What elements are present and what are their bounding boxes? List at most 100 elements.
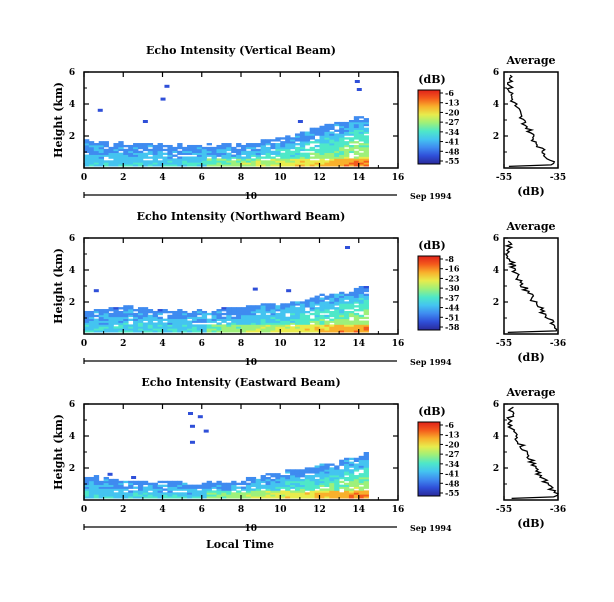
- heatmap-cell: [216, 154, 222, 157]
- heatmap-cell: [172, 164, 178, 167]
- heatmap-cell: [319, 330, 325, 333]
- heatmap-cell: [221, 152, 227, 155]
- heatmap-cell: [231, 316, 237, 320]
- colorbar: [417, 255, 441, 331]
- heatmap-cell: [285, 158, 291, 161]
- heatmap-cell: [167, 482, 173, 486]
- heatmap-cell: [299, 469, 306, 472]
- heatmap-cell: [167, 160, 173, 163]
- heatmap-cell: [250, 150, 257, 154]
- colorbar-tick-label: -34: [445, 127, 460, 137]
- heatmap-cell: [353, 324, 360, 327]
- heatmap-cell: [339, 494, 345, 497]
- heatmap-cell: [206, 148, 212, 152]
- heatmap-cell: [304, 154, 311, 157]
- x-tick-label: 6: [199, 505, 205, 515]
- heatmap-cell: [358, 457, 365, 461]
- heatmap-cell: [260, 309, 266, 312]
- heatmap-cell: [241, 148, 247, 152]
- heatmap-cell: [201, 316, 208, 320]
- heatmap-cell: [314, 299, 320, 302]
- heatmap-cell: [172, 330, 178, 333]
- heatmap-cell: [93, 492, 100, 495]
- heatmap-cell: [319, 492, 325, 495]
- heatmap-cell: [245, 492, 252, 495]
- heatmap-cell: [226, 160, 232, 163]
- heatmap-cell: [128, 150, 134, 154]
- heatmap-cell: [255, 158, 262, 161]
- heatmap-cell: [172, 482, 178, 486]
- heatmap-cell: [314, 154, 320, 157]
- heatmap-cell: [137, 310, 144, 314]
- heatmap-cell: [304, 318, 311, 321]
- heatmap-cell: [216, 486, 222, 489]
- heatmap-cell: [309, 146, 315, 150]
- heatmap-cell: [103, 482, 109, 486]
- heatmap-cell: [304, 133, 311, 136]
- heatmap-cell: [226, 482, 232, 486]
- heatmap-cell: [275, 162, 281, 165]
- heatmap-cell: [152, 158, 158, 161]
- heatmap-cell: [118, 482, 124, 486]
- heatmap-cell: [319, 473, 325, 476]
- heatmap-cell: [88, 164, 95, 167]
- heatmap-cell: [255, 482, 262, 486]
- x-tick-label: 8: [238, 505, 244, 515]
- heatmap-cell: [324, 314, 330, 318]
- heatmap-cell: [344, 152, 350, 155]
- heatmap-cell: [297, 120, 303, 123]
- heatmap-cell: [177, 152, 183, 155]
- heatmap-cell: [260, 160, 266, 163]
- heatmap-cell: [152, 144, 158, 148]
- panel-title: Echo Intensity (Northward Beam): [137, 210, 346, 223]
- heatmap-cell: [329, 476, 335, 480]
- heatmap-cell: [137, 320, 144, 323]
- heatmap-cell: [206, 490, 212, 493]
- heatmap-cell: [88, 143, 95, 146]
- heatmap-cell: [187, 322, 193, 325]
- heatmap-cell: [319, 320, 325, 323]
- panel-title: Echo Intensity (Vertical Beam): [146, 44, 336, 57]
- heatmap-cell: [241, 307, 247, 310]
- heatmap-cell: [255, 307, 262, 310]
- heatmap-cell: [191, 326, 198, 329]
- heatmap-cell: [348, 299, 355, 302]
- heatmap-cell: [285, 146, 291, 150]
- heatmap-cell: [250, 162, 257, 165]
- heatmap-cell: [319, 488, 325, 491]
- heatmap-cell: [245, 310, 252, 314]
- heatmap-cell: [299, 480, 306, 484]
- heatmap-cell: [363, 139, 369, 142]
- x-tick-label: 4: [159, 173, 165, 183]
- heatmap-cell: [216, 482, 222, 486]
- heatmap-cell: [344, 123, 350, 127]
- heatmap-cell: [275, 320, 281, 323]
- heatmap-cell: [142, 322, 149, 325]
- heatmap-cell: [231, 324, 237, 327]
- heatmap-cell: [241, 156, 247, 159]
- heatmap-cell: [221, 156, 227, 159]
- heatmap-cell: [319, 301, 325, 304]
- heatmap-cell: [334, 137, 340, 140]
- heatmap-cell: [329, 471, 335, 474]
- heatmap-cell: [221, 144, 227, 148]
- heatmap-cell: [93, 476, 100, 480]
- heatmap-cell: [353, 314, 360, 318]
- heatmap-cell: [152, 490, 158, 493]
- heatmap-cell: [309, 135, 315, 138]
- heatmap-cell: [241, 494, 247, 497]
- heatmap-cell: [339, 303, 345, 306]
- heatmap-cell: [177, 160, 183, 163]
- heatmap-cell: [241, 162, 247, 165]
- heatmap-cell: [309, 494, 315, 497]
- heatmap-cell: [137, 490, 144, 493]
- heatmap-cell: [324, 467, 330, 470]
- heatmap-cell: [329, 467, 335, 470]
- heatmap-cell: [177, 164, 183, 167]
- heatmap-cell: [137, 480, 144, 484]
- heatmap-cell: [118, 162, 124, 165]
- heatmap-cell: [314, 148, 320, 152]
- heatmap-cell: [157, 330, 163, 333]
- heatmap-cell: [231, 162, 237, 165]
- heatmap-cell: [344, 150, 350, 154]
